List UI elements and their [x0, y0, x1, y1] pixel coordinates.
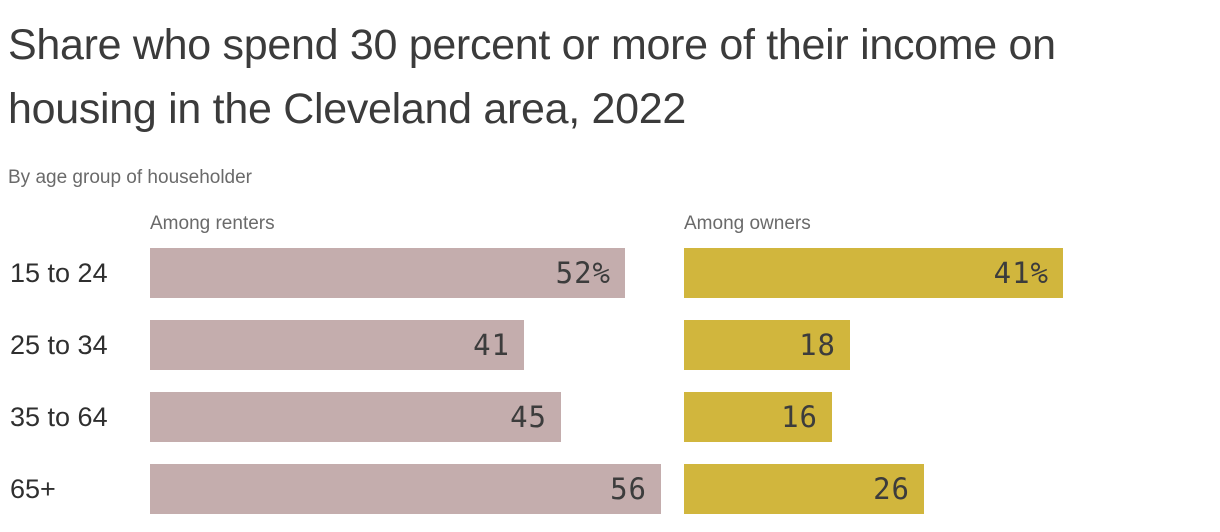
renters-bar-cell: 52% — [150, 248, 684, 298]
owners-bar: 41% — [684, 248, 1063, 298]
page-title: Share who spend 30 percent or more of th… — [8, 21, 1056, 133]
bar-value-label: 16 — [781, 400, 818, 434]
owners-bar-cell: 26 — [684, 464, 1212, 514]
bar-value-label: 56 — [610, 472, 647, 506]
bar-value-label: 52% — [555, 256, 611, 290]
column-header-owners: Among owners — [684, 213, 811, 234]
renters-bar: 45 — [150, 392, 561, 442]
grouped-bar-chart: Among renters Among owners 15 to 24 52% … — [8, 212, 1212, 514]
owners-bar-cell: 41% — [684, 248, 1212, 298]
page: Share who spend 30 percent or more of th… — [8, 21, 1212, 514]
chart-subtitle: By age group of householder — [8, 167, 253, 188]
renters-bar-cell: 45 — [150, 392, 684, 442]
row-label: 65+ — [10, 473, 56, 504]
renters-bar: 56 — [150, 464, 661, 514]
renters-bar-cell: 41 — [150, 320, 684, 370]
renters-bar-cell: 56 — [150, 464, 684, 514]
chart-row: 15 to 24 52% 41% — [8, 248, 1212, 298]
owners-bar-cell: 16 — [684, 392, 1212, 442]
column-headers: Among renters Among owners — [8, 212, 1212, 236]
bar-value-label: 41% — [993, 256, 1049, 290]
bar-value-label: 45 — [510, 400, 547, 434]
owners-bar-cell: 18 — [684, 320, 1212, 370]
chart-row: 25 to 34 41 18 — [8, 320, 1212, 370]
owners-bar: 16 — [684, 392, 832, 442]
row-label: 25 to 34 — [10, 329, 108, 360]
bar-value-label: 18 — [799, 328, 836, 362]
bar-value-label: 26 — [873, 472, 910, 506]
chart-row: 65+ 56 26 — [8, 464, 1212, 514]
bar-value-label: 41 — [473, 328, 510, 362]
chart-row: 35 to 64 45 16 — [8, 392, 1212, 442]
renters-bar: 52% — [150, 248, 625, 298]
renters-bar: 41 — [150, 320, 524, 370]
row-label: 35 to 64 — [10, 401, 108, 432]
row-label: 15 to 24 — [10, 257, 108, 288]
owners-bar: 26 — [684, 464, 924, 514]
owners-bar: 18 — [684, 320, 850, 370]
column-header-renters: Among renters — [150, 213, 275, 234]
